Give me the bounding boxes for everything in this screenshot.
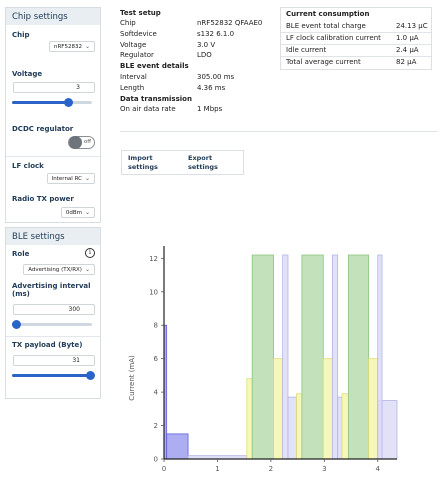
chip-label: Chip xyxy=(12,31,30,39)
current-consumption-title: Current consumption xyxy=(286,10,370,18)
ble-event-value-length: 4.36 ms xyxy=(197,84,226,92)
info-icon[interactable]: i xyxy=(85,248,95,258)
current-bar-7 xyxy=(287,396,297,460)
current-bar-12 xyxy=(337,396,343,460)
tx-payload-label: TX payload (Byte) xyxy=(12,341,83,349)
cc-label-lf-clock: LF clock calibration current xyxy=(286,34,381,42)
chip-select[interactable]: nRF52832 ⌄ xyxy=(49,41,95,52)
radio-tx-power-select-value: 0dBm xyxy=(65,209,82,216)
test-setup-value-voltage: 3.0 V xyxy=(197,41,216,49)
role-label: Role xyxy=(12,250,30,258)
lf-clock-label: LF clock xyxy=(12,162,44,170)
test-setup-label-softdevice: Softdevice xyxy=(120,30,157,38)
import-settings-button[interactable]: Import settings xyxy=(128,154,158,171)
y-tick-label: 2 xyxy=(154,422,158,430)
y-tick-label: 12 xyxy=(149,255,158,263)
data-transmission-title: Data transmission xyxy=(120,95,192,103)
adv-interval-input[interactable]: 300 xyxy=(13,304,95,315)
test-setup-title: Test setup xyxy=(120,9,161,17)
export-settings-button[interactable]: Export settings xyxy=(188,154,218,171)
voltage-slider-handle[interactable] xyxy=(63,97,73,107)
cc-value-idle: 2.4 µA xyxy=(396,46,419,54)
ble-settings-title: BLE settings xyxy=(6,228,100,245)
sidebar: Chip settings Chip nRF52832 ⌄ Voltage 3 … xyxy=(5,7,101,399)
voltage-label: Voltage xyxy=(12,70,43,78)
adv-interval-label: Advertising interval (ms) xyxy=(12,282,91,298)
chip-select-value: nRF52832 xyxy=(54,43,82,50)
test-setup-value-regulator: LDO xyxy=(197,51,212,59)
cc-label-idle: Idle current xyxy=(286,46,327,54)
voltage-slider[interactable] xyxy=(12,97,92,107)
cc-label-total-charge: BLE event total charge xyxy=(286,22,366,30)
current-bar-1 xyxy=(166,433,189,460)
adv-interval-slider[interactable] xyxy=(11,319,92,329)
y-tick-label: 0 xyxy=(154,456,158,464)
data-rate-label: On air data rate xyxy=(120,105,176,113)
current-bar-17 xyxy=(377,254,383,460)
current-bar-3 xyxy=(246,378,253,460)
role-select[interactable]: Advertising (TX/RX) ⌄ xyxy=(23,264,95,275)
chip-settings-panel: Chip settings Chip nRF52832 ⌄ Voltage 3 … xyxy=(5,7,101,223)
voltage-input[interactable]: 3 xyxy=(13,82,95,93)
y-tick-label: 8 xyxy=(154,322,158,330)
radio-tx-power-select[interactable]: 0dBm ⌄ xyxy=(60,207,95,218)
settings-actions: Import settings Export settings xyxy=(121,150,244,175)
test-setup-value-chip: nRF52832 QFAAE0 xyxy=(197,19,263,27)
x-tick-label: 2 xyxy=(269,465,273,473)
current-bar-11 xyxy=(331,254,339,460)
ble-event-label-interval: Interval xyxy=(120,73,147,81)
current-bar-9 xyxy=(301,254,324,460)
chevron-down-icon: ⌄ xyxy=(84,43,90,50)
current-bar-5 xyxy=(273,358,284,460)
test-setup-label-chip: Chip xyxy=(120,19,136,27)
chevron-down-icon: ⌄ xyxy=(84,175,90,182)
current-bar-10 xyxy=(322,358,333,460)
test-setup-label-regulator: Regulator xyxy=(120,51,154,59)
radio-tx-power-label: Radio TX power xyxy=(12,195,74,203)
x-tick-label: 4 xyxy=(376,465,381,473)
lf-clock-select-value: Internal RC xyxy=(51,175,82,182)
y-tick-label: 6 xyxy=(154,355,159,363)
chevron-down-icon: ⌄ xyxy=(84,266,90,273)
lf-clock-select[interactable]: Internal RC ⌄ xyxy=(46,173,95,184)
current-bar-6 xyxy=(282,254,289,460)
current-bar-15 xyxy=(368,358,379,460)
y-axis-label: Current (mA) xyxy=(128,355,136,401)
current-bar-14 xyxy=(347,254,370,460)
cc-value-total-avg: 82 µA xyxy=(396,58,417,66)
dcdc-label: DCDC regulator xyxy=(12,125,74,133)
x-tick-label: 3 xyxy=(322,465,326,473)
tx-payload-slider-handle[interactable] xyxy=(85,370,95,380)
ble-event-value-interval: 305.00 ms xyxy=(197,73,235,81)
current-bar-13 xyxy=(341,393,349,460)
y-tick-label: 10 xyxy=(149,288,158,296)
data-rate-value: 1 Mbps xyxy=(197,105,223,113)
y-tick-label: 4 xyxy=(154,389,159,397)
tx-payload-input[interactable]: 31 xyxy=(13,355,95,366)
role-select-value: Advertising (TX/RX) xyxy=(28,266,82,273)
toggle-knob xyxy=(69,136,82,149)
current-consumption-panel: Current consumption BLE event total char… xyxy=(280,7,432,70)
ble-event-title: BLE event details xyxy=(120,62,189,70)
chevron-down-icon: ⌄ xyxy=(84,209,90,216)
ble-settings-panel: BLE settings Role i Advertising (TX/RX) … xyxy=(5,227,101,399)
chip-settings-title: Chip settings xyxy=(6,8,100,25)
test-setup-label-voltage: Voltage xyxy=(120,41,147,49)
current-bar-8 xyxy=(296,393,303,460)
test-setup-value-softdevice: s132 6.1.0 xyxy=(197,30,235,38)
x-tick-label: 1 xyxy=(215,465,219,473)
adv-interval-slider-handle[interactable] xyxy=(11,319,21,329)
cc-label-total-avg: Total average current xyxy=(286,58,361,66)
x-tick-label: 0 xyxy=(162,465,166,473)
current-bar-4 xyxy=(251,254,274,460)
ble-event-label-length: Length xyxy=(120,84,145,92)
cc-value-total-charge: 24.13 µC xyxy=(396,22,428,30)
dcdc-toggle-state: off xyxy=(83,139,91,145)
dcdc-toggle[interactable]: off xyxy=(68,136,95,149)
tx-payload-slider[interactable] xyxy=(12,370,95,380)
cc-value-lf-clock: 1.0 µA xyxy=(396,34,419,42)
